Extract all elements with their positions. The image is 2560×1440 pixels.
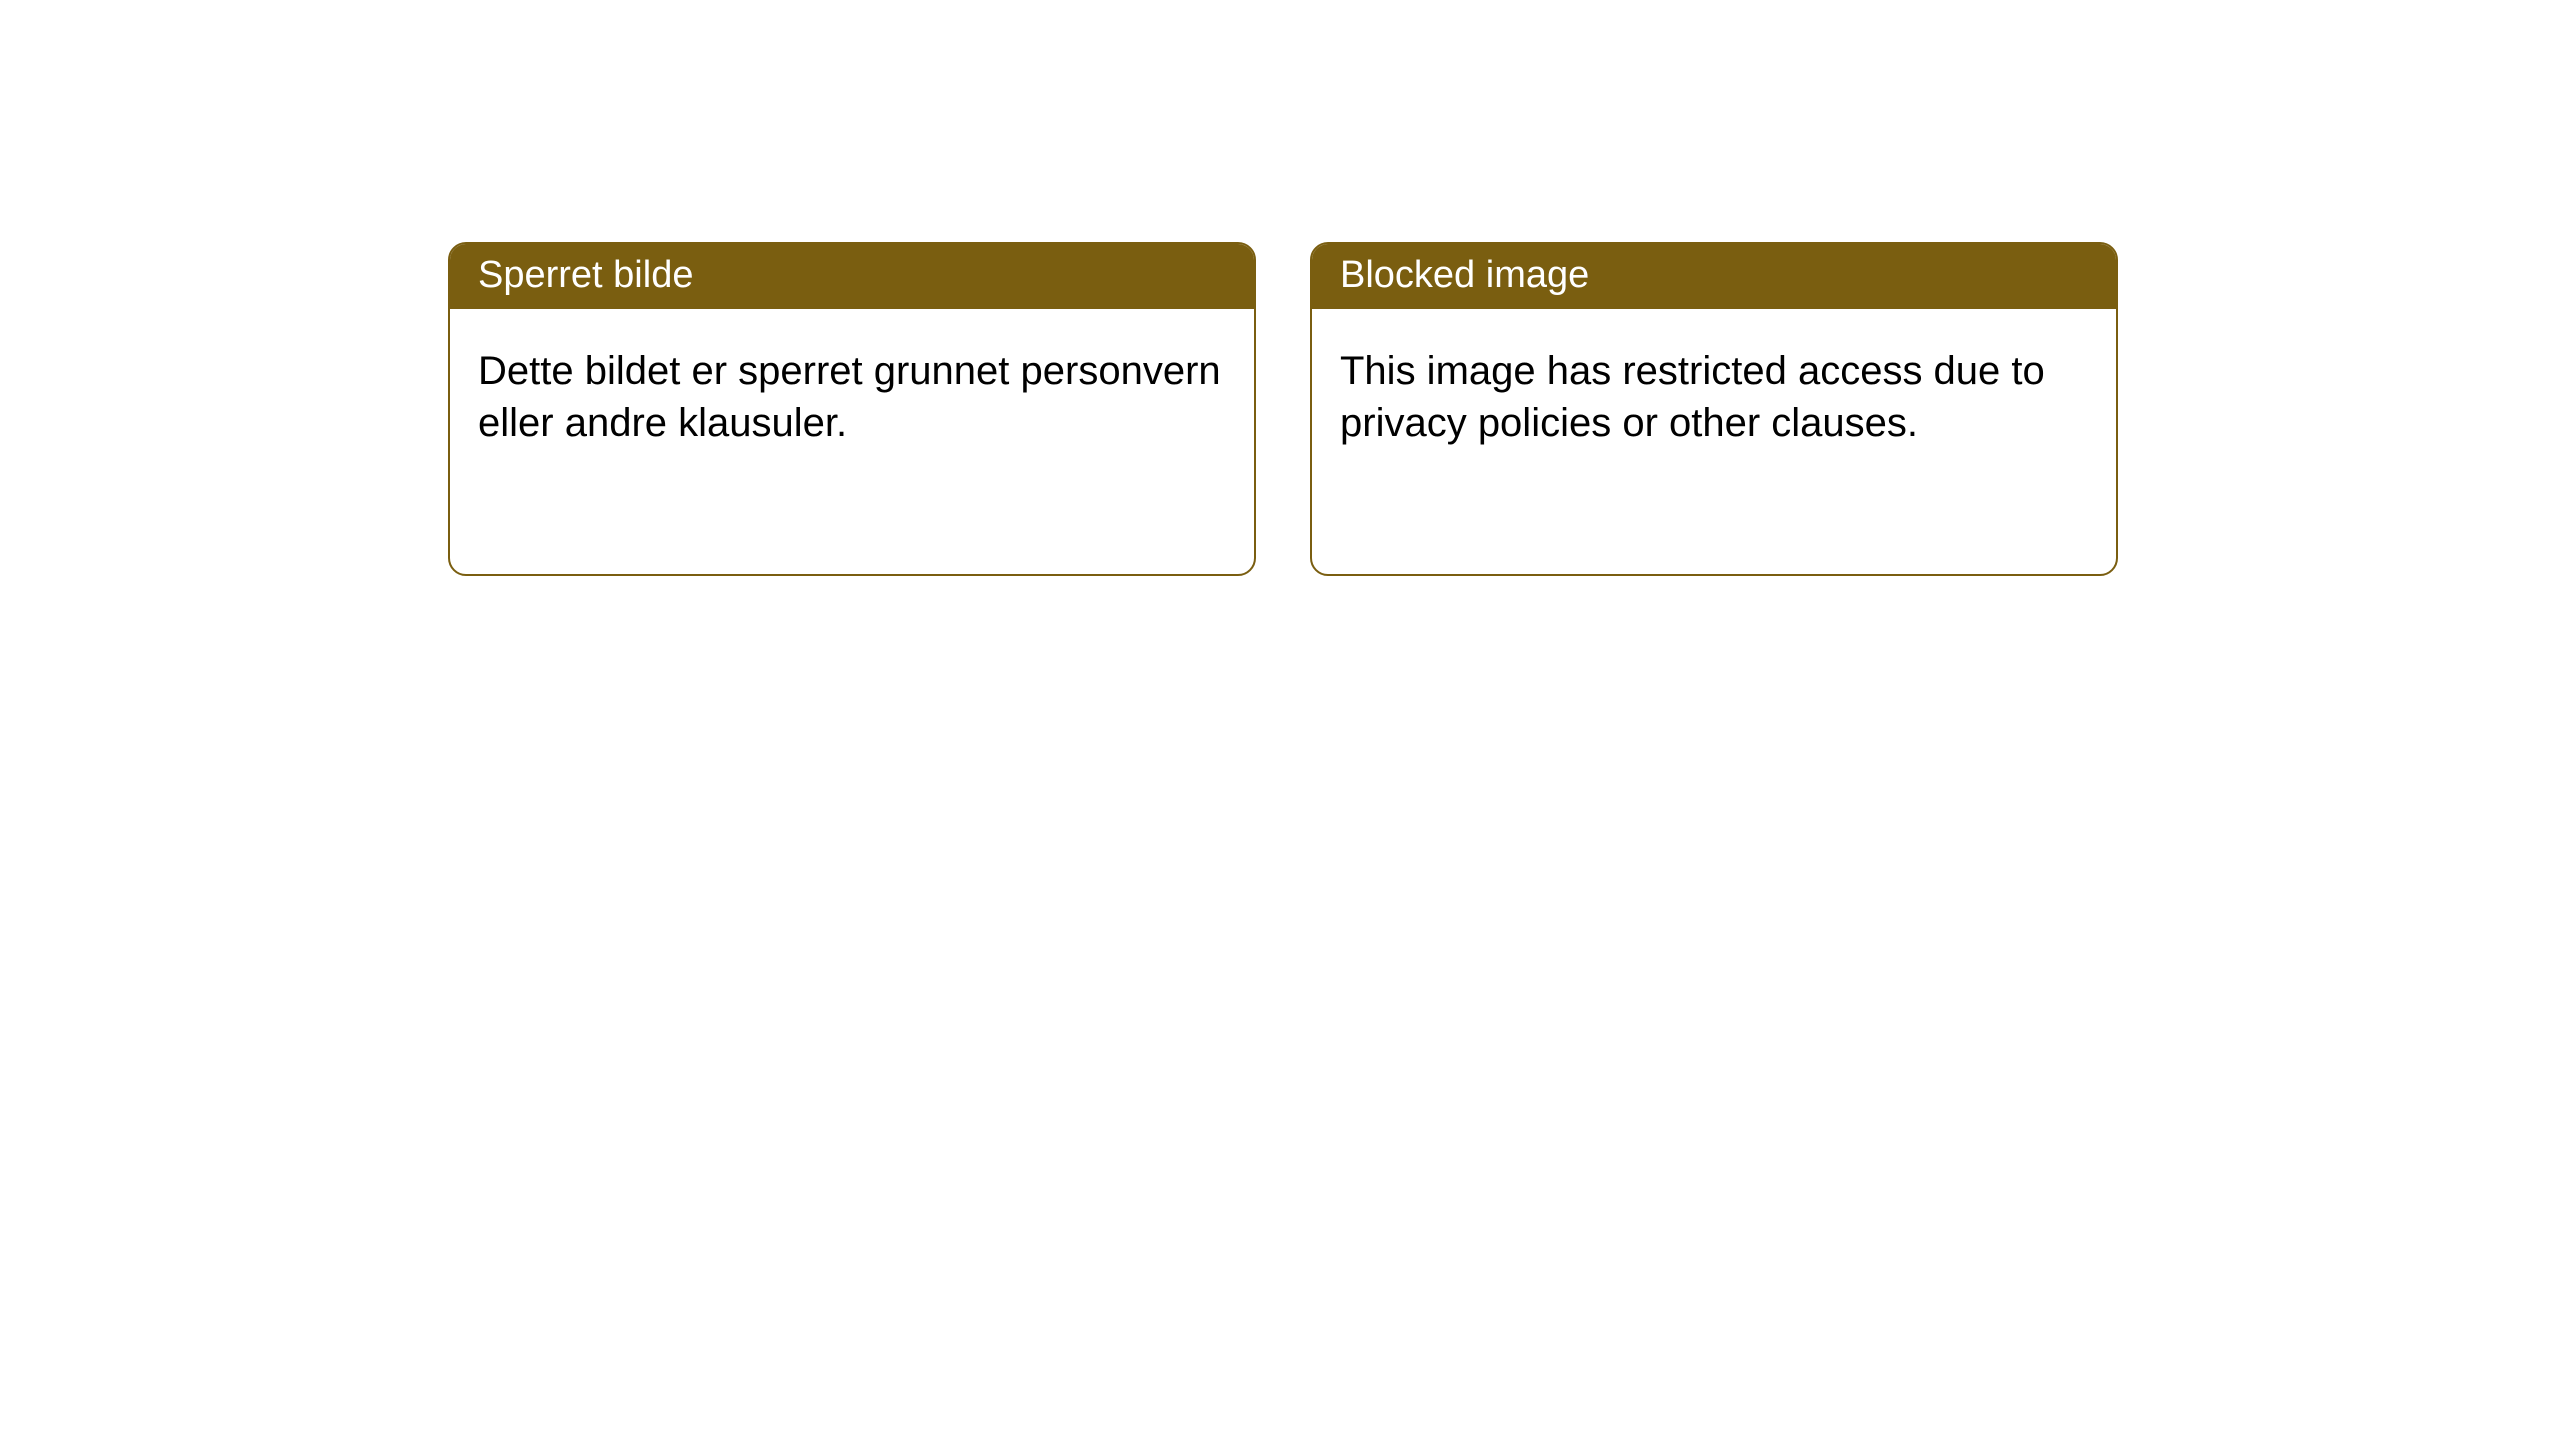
card-title-en: Blocked image [1340, 254, 1589, 296]
card-header-en: Blocked image [1312, 244, 2116, 309]
card-title-no: Sperret bilde [478, 254, 693, 296]
blocked-image-card-no: Sperret bilde Dette bildet er sperret gr… [448, 242, 1256, 576]
card-message-en: This image has restricted access due to … [1340, 349, 2045, 445]
card-header-no: Sperret bilde [450, 244, 1254, 309]
notice-cards-container: Sperret bilde Dette bildet er sperret gr… [0, 0, 2560, 576]
blocked-image-card-en: Blocked image This image has restricted … [1310, 242, 2118, 576]
card-body-no: Dette bildet er sperret grunnet personve… [450, 309, 1254, 477]
card-message-no: Dette bildet er sperret grunnet personve… [478, 349, 1221, 445]
card-body-en: This image has restricted access due to … [1312, 309, 2116, 477]
